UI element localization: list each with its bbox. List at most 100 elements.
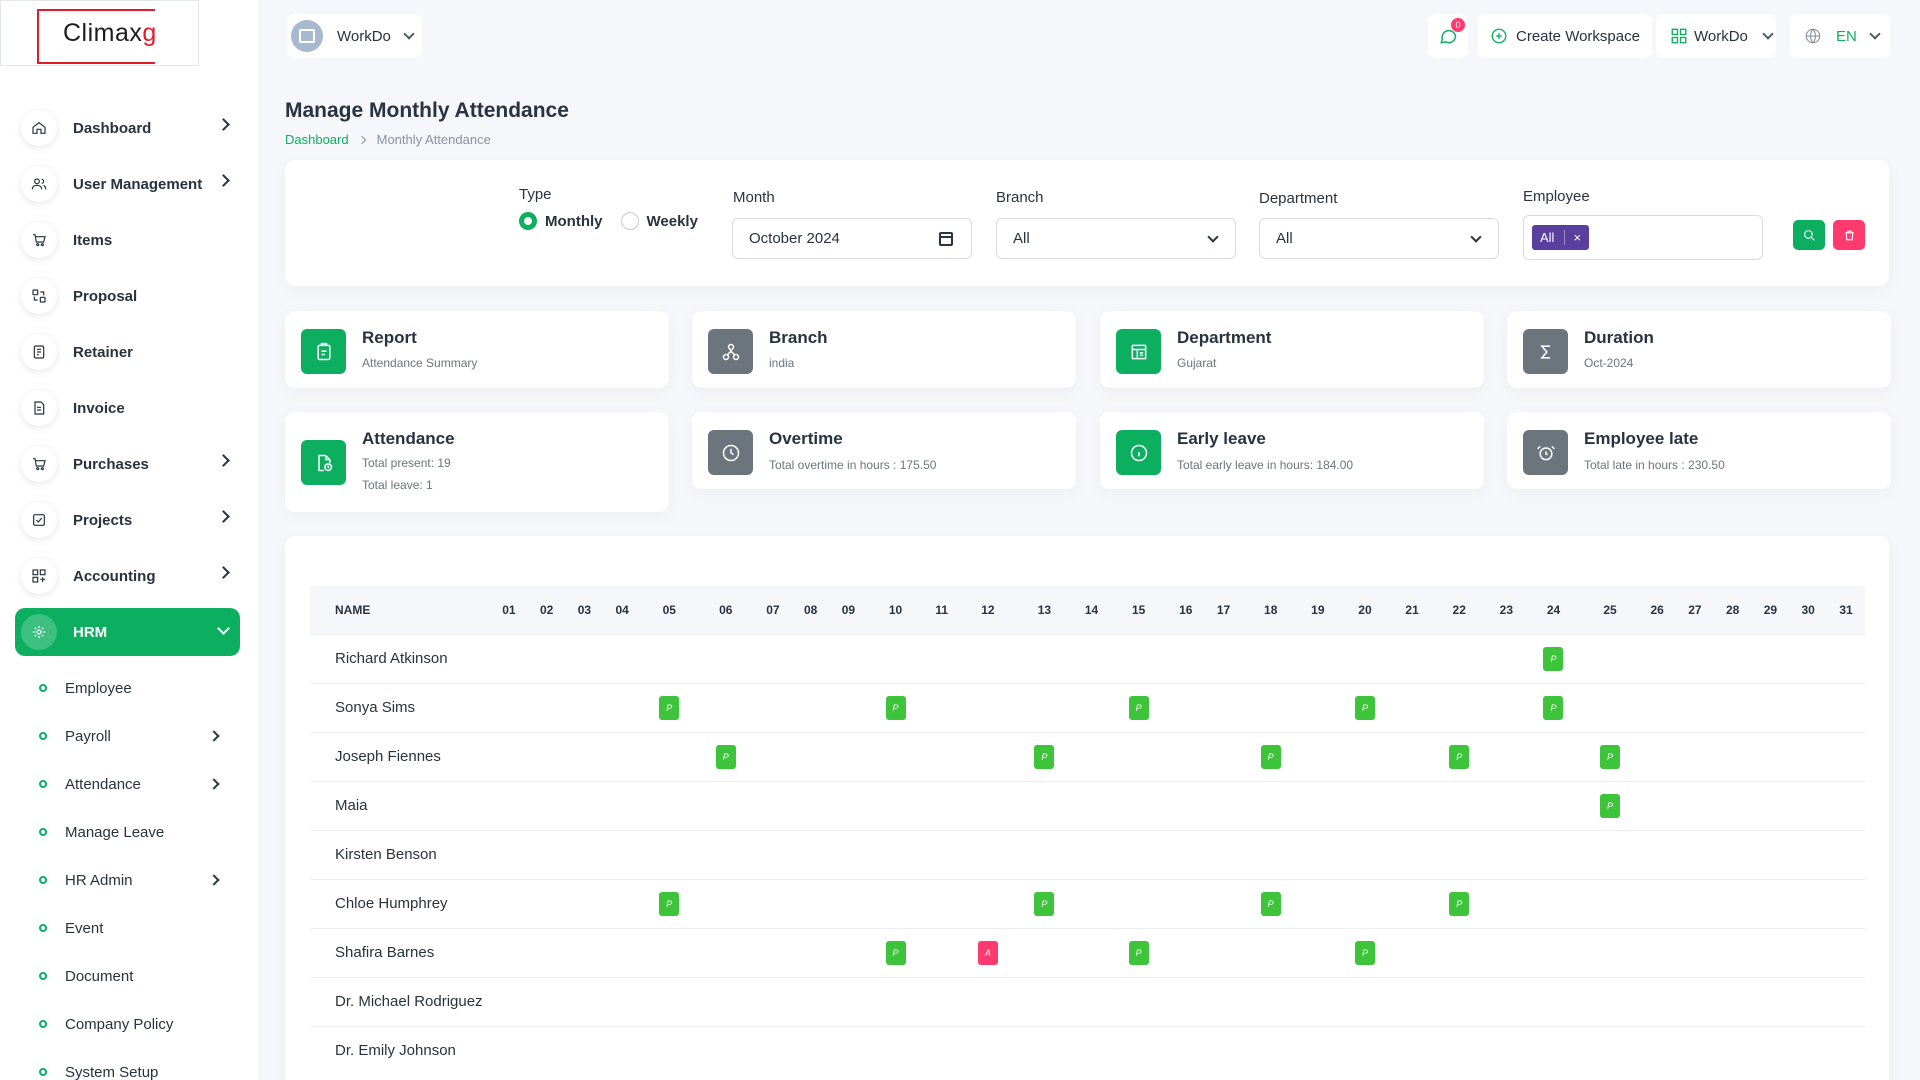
day-cell <box>867 878 924 928</box>
calendar-icon[interactable] <box>939 232 953 246</box>
submenu-item-event[interactable]: Event <box>15 904 240 952</box>
absent-badge: A <box>977 940 998 965</box>
radio-checked-icon <box>519 212 537 230</box>
radio-weekly[interactable]: Weekly <box>620 212 698 230</box>
sidebar-item-hrm[interactable]: HRM <box>15 608 240 656</box>
search-button[interactable] <box>1793 220 1825 250</box>
day-cell <box>1072 633 1111 683</box>
day-cell: P <box>1525 682 1582 732</box>
submenu-item-document[interactable]: Document <box>15 952 240 1000</box>
logo[interactable]: Climaxg <box>0 0 199 66</box>
sidebar-item-projects[interactable]: Projects <box>15 492 240 548</box>
sidebar-item-label: Retainer <box>73 343 134 361</box>
tag-remove-icon[interactable]: × <box>1564 230 1581 245</box>
clear-button[interactable] <box>1833 220 1865 250</box>
column-header-day: 24 <box>1525 586 1582 634</box>
day-cell <box>1827 731 1865 781</box>
day-cell <box>1827 829 1865 879</box>
day-cell <box>1638 731 1677 781</box>
language-selector[interactable]: EN <box>1790 14 1890 58</box>
submenu-item-company-policy[interactable]: Company Policy <box>15 1000 240 1048</box>
day-cell <box>1166 927 1205 977</box>
day-cell <box>565 976 604 1026</box>
sidebar-item-invoice[interactable]: Invoice <box>15 380 240 436</box>
day-cell <box>1638 633 1677 683</box>
day-cell <box>1751 682 1790 732</box>
submenu-item-system-setup[interactable]: System Setup <box>15 1048 240 1080</box>
day-cell <box>1336 633 1394 683</box>
sidebar-item-user-management[interactable]: User Management <box>15 156 240 212</box>
submenu-item-employee[interactable]: Employee <box>15 664 240 712</box>
submenu-item-manage-leave[interactable]: Manage Leave <box>15 808 240 856</box>
month-label: Month <box>733 189 775 206</box>
radio-monthly[interactable]: Monthly <box>519 212 603 230</box>
attendance-present: Total present: 19 <box>362 456 451 470</box>
type-label: Type <box>519 186 552 203</box>
sidebar-item-accounting[interactable]: Accounting <box>15 548 240 604</box>
month-input[interactable]: October 2024 <box>732 218 972 259</box>
day-cell <box>565 780 604 830</box>
day-cell <box>565 829 604 879</box>
workspace-switcher[interactable]: WorkDo <box>287 14 422 58</box>
present-badge: P <box>1543 646 1564 671</box>
day-cell <box>1110 633 1167 683</box>
sidebar-item-dashboard[interactable]: Dashboard <box>15 100 240 156</box>
day-cell <box>1110 1025 1167 1075</box>
day-cell <box>1713 829 1752 879</box>
day-cell: P <box>1110 682 1167 732</box>
table-body: Richard Atkinson P Sonya Sims P P P P P Joseph F… <box>310 633 1865 1075</box>
column-header-day: 06 <box>697 586 755 634</box>
column-header-day: 16 <box>1166 586 1205 634</box>
bullet-icon <box>39 972 47 980</box>
day-cell <box>641 633 698 683</box>
day-cell <box>1336 829 1394 879</box>
day-cell <box>829 780 868 830</box>
day-cell <box>1430 829 1488 879</box>
sidebar-item-items[interactable]: Items <box>15 212 240 268</box>
sidebar-item-retainer[interactable]: Retainer <box>15 324 240 380</box>
day-cell <box>791 633 830 683</box>
branch-select[interactable]: All <box>996 218 1236 259</box>
day-cell <box>1581 927 1639 977</box>
workdo-menu-button[interactable]: WorkDo <box>1656 14 1776 58</box>
department-subtitle: Gujarat <box>1177 356 1217 370</box>
create-workspace-button[interactable]: Create Workspace <box>1478 14 1652 58</box>
day-cell <box>1336 976 1394 1026</box>
employee-multiselect[interactable]: All × <box>1523 215 1763 260</box>
day-cell <box>1242 927 1299 977</box>
day-cell <box>1713 1025 1752 1075</box>
day-cell: P <box>1016 878 1073 928</box>
day-cell <box>1110 829 1167 879</box>
day-cell <box>754 633 792 683</box>
day-cell <box>1016 1025 1073 1075</box>
day-cell: P <box>1581 780 1639 830</box>
day-cell <box>1166 780 1205 830</box>
early-leave-subtitle: Total early leave in hours: 184.00 <box>1177 458 1354 472</box>
day-cell <box>1713 682 1752 732</box>
submenu-item-hr-admin[interactable]: HR Admin <box>15 856 240 904</box>
day-cell <box>1110 731 1167 781</box>
department-select[interactable]: All <box>1259 218 1499 259</box>
column-header-day: 21 <box>1393 586 1431 634</box>
day-cell <box>697 878 755 928</box>
submenu-item-label: System Setup <box>65 1063 159 1080</box>
day-cell <box>1110 780 1167 830</box>
sidebar-item-purchases[interactable]: Purchases <box>15 436 240 492</box>
day-cell <box>1827 878 1865 928</box>
column-header-day: 23 <box>1487 586 1526 634</box>
column-header-day: 14 <box>1072 586 1111 634</box>
day-cell: P <box>1581 731 1639 781</box>
day-cell <box>791 878 830 928</box>
submenu-item-attendance[interactable]: Attendance <box>15 760 240 808</box>
sidebar-item-proposal[interactable]: Proposal <box>15 268 240 324</box>
breadcrumb-dashboard-link[interactable]: Dashboard <box>285 132 349 147</box>
day-cell <box>490 731 528 781</box>
day-cell <box>829 976 868 1026</box>
day-cell <box>527 682 566 732</box>
day-cell <box>959 976 1017 1026</box>
present-badge: P <box>1600 793 1620 818</box>
submenu-item-payroll[interactable]: Payroll <box>15 712 240 760</box>
chat-button[interactable]: 0 <box>1428 14 1468 58</box>
day-cell <box>490 927 528 977</box>
chat-count-badge: 0 <box>1451 18 1465 32</box>
